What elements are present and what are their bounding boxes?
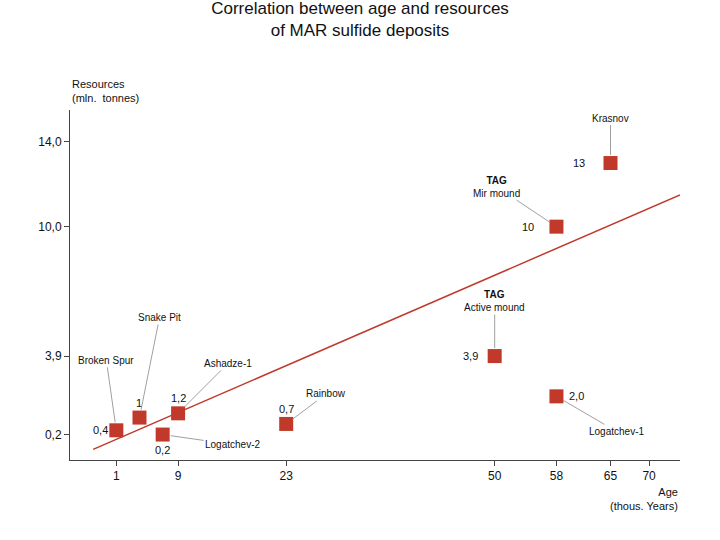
svg-text:Logatchev-1: Logatchev-1 xyxy=(589,426,644,437)
svg-text:0,4: 0,4 xyxy=(93,424,108,436)
svg-text:9: 9 xyxy=(175,469,182,483)
svg-text:2,0: 2,0 xyxy=(569,390,584,402)
svg-text:0,2: 0,2 xyxy=(45,428,62,442)
svg-text:TAGMir mound: TAGMir mound xyxy=(473,175,520,199)
svg-text:Rainbow: Rainbow xyxy=(306,388,346,399)
svg-text:13: 13 xyxy=(573,157,585,169)
svg-text:3,9: 3,9 xyxy=(463,350,478,362)
svg-text:Logatchev-2: Logatchev-2 xyxy=(205,439,260,450)
svg-text:TAGActive mound: TAGActive mound xyxy=(464,289,525,313)
svg-text:10,0: 10,0 xyxy=(38,220,62,234)
svg-text:0,2: 0,2 xyxy=(155,444,170,456)
svg-text:Age(thous. Years): Age(thous. Years) xyxy=(610,486,678,512)
svg-text:1: 1 xyxy=(136,397,142,409)
svg-text:14,0: 14,0 xyxy=(38,135,62,149)
svg-text:65: 65 xyxy=(604,469,618,483)
svg-text:Resources(mln. tonnes): Resources(mln. tonnes) xyxy=(72,78,139,104)
svg-text:Ashadze-1: Ashadze-1 xyxy=(204,358,252,369)
svg-text:70: 70 xyxy=(642,469,656,483)
svg-text:0,7: 0,7 xyxy=(279,403,294,415)
svg-text:1: 1 xyxy=(113,469,120,483)
svg-text:1,2: 1,2 xyxy=(171,392,186,404)
svg-text:23: 23 xyxy=(280,469,294,483)
svg-text:Correlation between age and re: Correlation between age and resourcesof … xyxy=(211,0,509,40)
svg-text:3,9: 3,9 xyxy=(45,349,62,363)
svg-text:50: 50 xyxy=(488,469,502,483)
svg-text:Snake Pit: Snake Pit xyxy=(138,312,181,323)
svg-text:10: 10 xyxy=(522,221,534,233)
svg-text:Broken Spur: Broken Spur xyxy=(78,355,134,366)
svg-text:Krasnov: Krasnov xyxy=(592,113,629,124)
svg-text:58: 58 xyxy=(550,469,564,483)
